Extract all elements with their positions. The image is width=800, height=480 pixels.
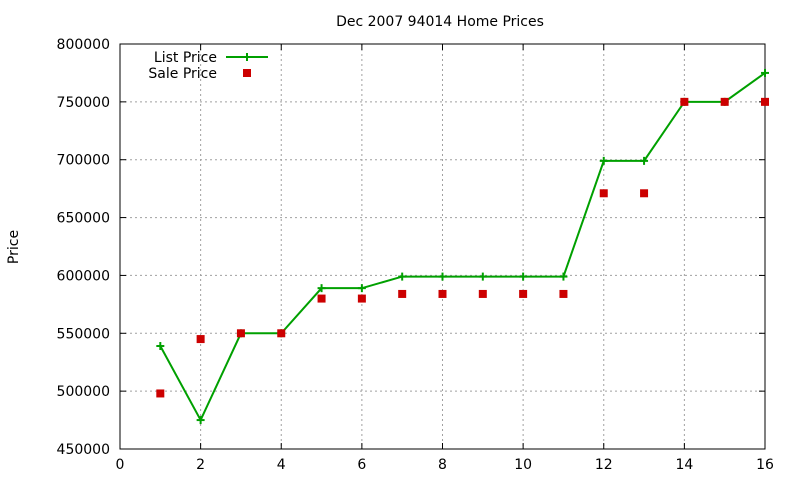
data-point bbox=[357, 294, 366, 303]
data-point bbox=[438, 272, 447, 281]
y-tick-label: 700000 bbox=[57, 153, 110, 169]
data-point bbox=[196, 335, 205, 344]
y-tick-label: 650000 bbox=[57, 211, 110, 227]
x-tick-label: 8 bbox=[438, 457, 447, 473]
series-1 bbox=[156, 68, 769, 425]
data-point bbox=[599, 189, 608, 198]
chart-title: Dec 2007 94014 Home Prices bbox=[336, 14, 544, 30]
legend-item: List Price bbox=[154, 50, 268, 66]
legend-label: List Price bbox=[154, 50, 217, 66]
series-2 bbox=[156, 97, 769, 398]
data-point bbox=[277, 329, 286, 338]
data-point bbox=[640, 189, 649, 198]
y-tick-label: 800000 bbox=[57, 37, 110, 53]
data-point bbox=[196, 416, 205, 425]
data-point bbox=[720, 97, 729, 106]
y-axis-label: Price bbox=[6, 230, 22, 264]
x-tick-label: 4 bbox=[277, 457, 286, 473]
x-tick-label: 14 bbox=[675, 457, 693, 473]
data-point bbox=[398, 289, 407, 298]
series-line bbox=[159, 72, 766, 423]
data-point bbox=[761, 97, 769, 106]
data-point bbox=[236, 329, 245, 338]
data-point bbox=[156, 342, 165, 351]
data-point bbox=[519, 272, 528, 281]
axis-ticks: 0 2 4 6 8 10 12 14 16 450000 500000 550000 600000 650… bbox=[57, 37, 774, 473]
x-tick-label: 16 bbox=[756, 457, 774, 473]
legend-marker bbox=[243, 53, 251, 61]
data-point bbox=[478, 272, 487, 281]
y-tick-label: 500000 bbox=[57, 384, 110, 400]
data-point bbox=[680, 97, 689, 106]
y-tick-label: 450000 bbox=[57, 442, 110, 458]
data-point bbox=[398, 272, 407, 281]
data-point bbox=[317, 294, 326, 303]
y-tick-label: 600000 bbox=[57, 268, 110, 284]
data-point bbox=[559, 272, 568, 281]
data-point bbox=[156, 389, 165, 398]
grid bbox=[120, 44, 765, 449]
x-tick-label: 12 bbox=[595, 457, 613, 473]
x-tick-label: 10 bbox=[514, 457, 532, 473]
data-point bbox=[438, 289, 447, 298]
data-point bbox=[599, 156, 608, 165]
data-point bbox=[559, 289, 568, 298]
y-tick-label: 750000 bbox=[57, 95, 110, 111]
data-point bbox=[317, 284, 326, 293]
series-layer bbox=[156, 68, 769, 425]
legend-marker bbox=[243, 69, 251, 77]
x-tick-label: 6 bbox=[357, 457, 366, 473]
data-point bbox=[519, 289, 528, 298]
x-tick-label: 2 bbox=[196, 457, 205, 473]
data-point bbox=[640, 156, 649, 165]
legend-item: Sale Price bbox=[148, 66, 251, 82]
x-tick-label: 0 bbox=[116, 457, 125, 473]
data-point bbox=[357, 284, 366, 293]
data-point bbox=[478, 289, 487, 298]
data-point bbox=[761, 68, 769, 77]
y-tick-label: 550000 bbox=[57, 326, 110, 342]
legend-label: Sale Price bbox=[148, 66, 217, 82]
